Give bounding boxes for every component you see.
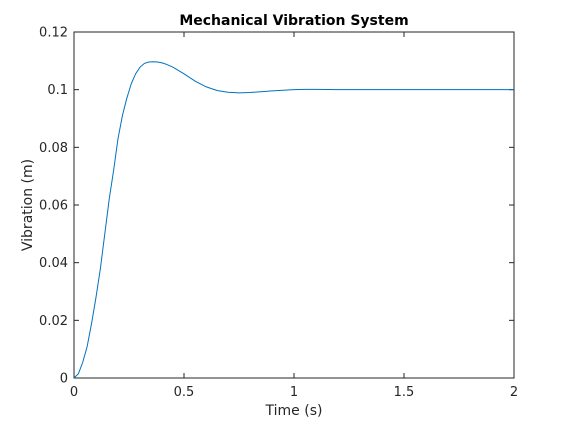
x-tick-label: 2 — [510, 385, 518, 400]
chart-title: Mechanical Vibration System — [179, 13, 408, 29]
x-tick-label: 0.5 — [174, 385, 195, 400]
x-tick-label: 1.5 — [394, 385, 415, 400]
x-tick-label: 0 — [70, 385, 78, 400]
y-tick-label: 0.02 — [39, 314, 68, 329]
axes-box — [73, 31, 515, 379]
y-tick-label: 0.04 — [39, 256, 68, 271]
y-tick-label: 0.12 — [39, 26, 68, 41]
y-tick-label: 0 — [60, 372, 68, 387]
series-line — [73, 61, 514, 379]
y-axis-label: Vibration (m) — [20, 159, 36, 251]
x-axis-label: Time (s) — [265, 403, 323, 419]
y-tick-label: 0.1 — [47, 83, 68, 98]
x-axis: 0 0.5 1 1.5 2 — [70, 32, 518, 400]
y-tick-label: 0.08 — [39, 141, 68, 156]
y-tick-label: 0.06 — [39, 199, 68, 214]
y-axis: 0 0.02 0.04 0.06 0.08 0.1 0.12 — [39, 26, 514, 387]
x-tick-label: 1 — [290, 385, 298, 400]
plot-area: 0 0.5 1 1.5 2 0 0.02 0.04 0.06 0.08 0.1 0.12 — [39, 26, 518, 401]
